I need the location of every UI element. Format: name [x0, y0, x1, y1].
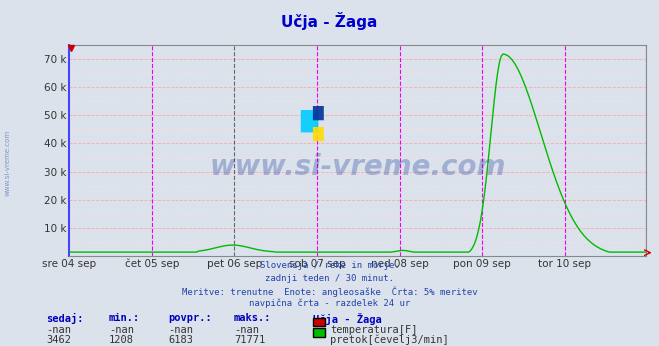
Text: povpr.:: povpr.:	[168, 313, 212, 323]
Text: █: █	[300, 110, 317, 132]
Text: 71771: 71771	[234, 335, 265, 345]
Text: Meritve: trenutne  Enote: angleosaške  Črta: 5% meritev: Meritve: trenutne Enote: angleosaške Črt…	[182, 286, 477, 297]
Text: 3462: 3462	[46, 335, 71, 345]
Text: Učja - Žaga: Učja - Žaga	[281, 12, 378, 30]
Text: -nan: -nan	[168, 325, 193, 335]
Text: 1208: 1208	[109, 335, 134, 345]
Text: █: █	[312, 127, 322, 141]
Text: -nan: -nan	[109, 325, 134, 335]
Text: www.si-vreme.com: www.si-vreme.com	[5, 129, 11, 196]
Text: sedaj:: sedaj:	[46, 313, 84, 324]
Text: 6183: 6183	[168, 335, 193, 345]
Text: temperatura[F]: temperatura[F]	[330, 325, 418, 335]
Text: pretok[čevelj3/min]: pretok[čevelj3/min]	[330, 335, 449, 345]
Text: maks.:: maks.:	[234, 313, 272, 323]
Text: navpična črta - razdelek 24 ur: navpična črta - razdelek 24 ur	[249, 299, 410, 308]
Text: zadnji teden / 30 minut.: zadnji teden / 30 minut.	[265, 274, 394, 283]
Text: Učja - Žaga: Učja - Žaga	[313, 313, 382, 325]
Text: -nan: -nan	[46, 325, 71, 335]
Text: █: █	[312, 106, 322, 120]
Text: min.:: min.:	[109, 313, 140, 323]
Text: www.si-vreme.com: www.si-vreme.com	[210, 153, 505, 181]
Text: -nan: -nan	[234, 325, 259, 335]
Text: Slovenija / reke in morje.: Slovenija / reke in morje.	[260, 261, 399, 270]
